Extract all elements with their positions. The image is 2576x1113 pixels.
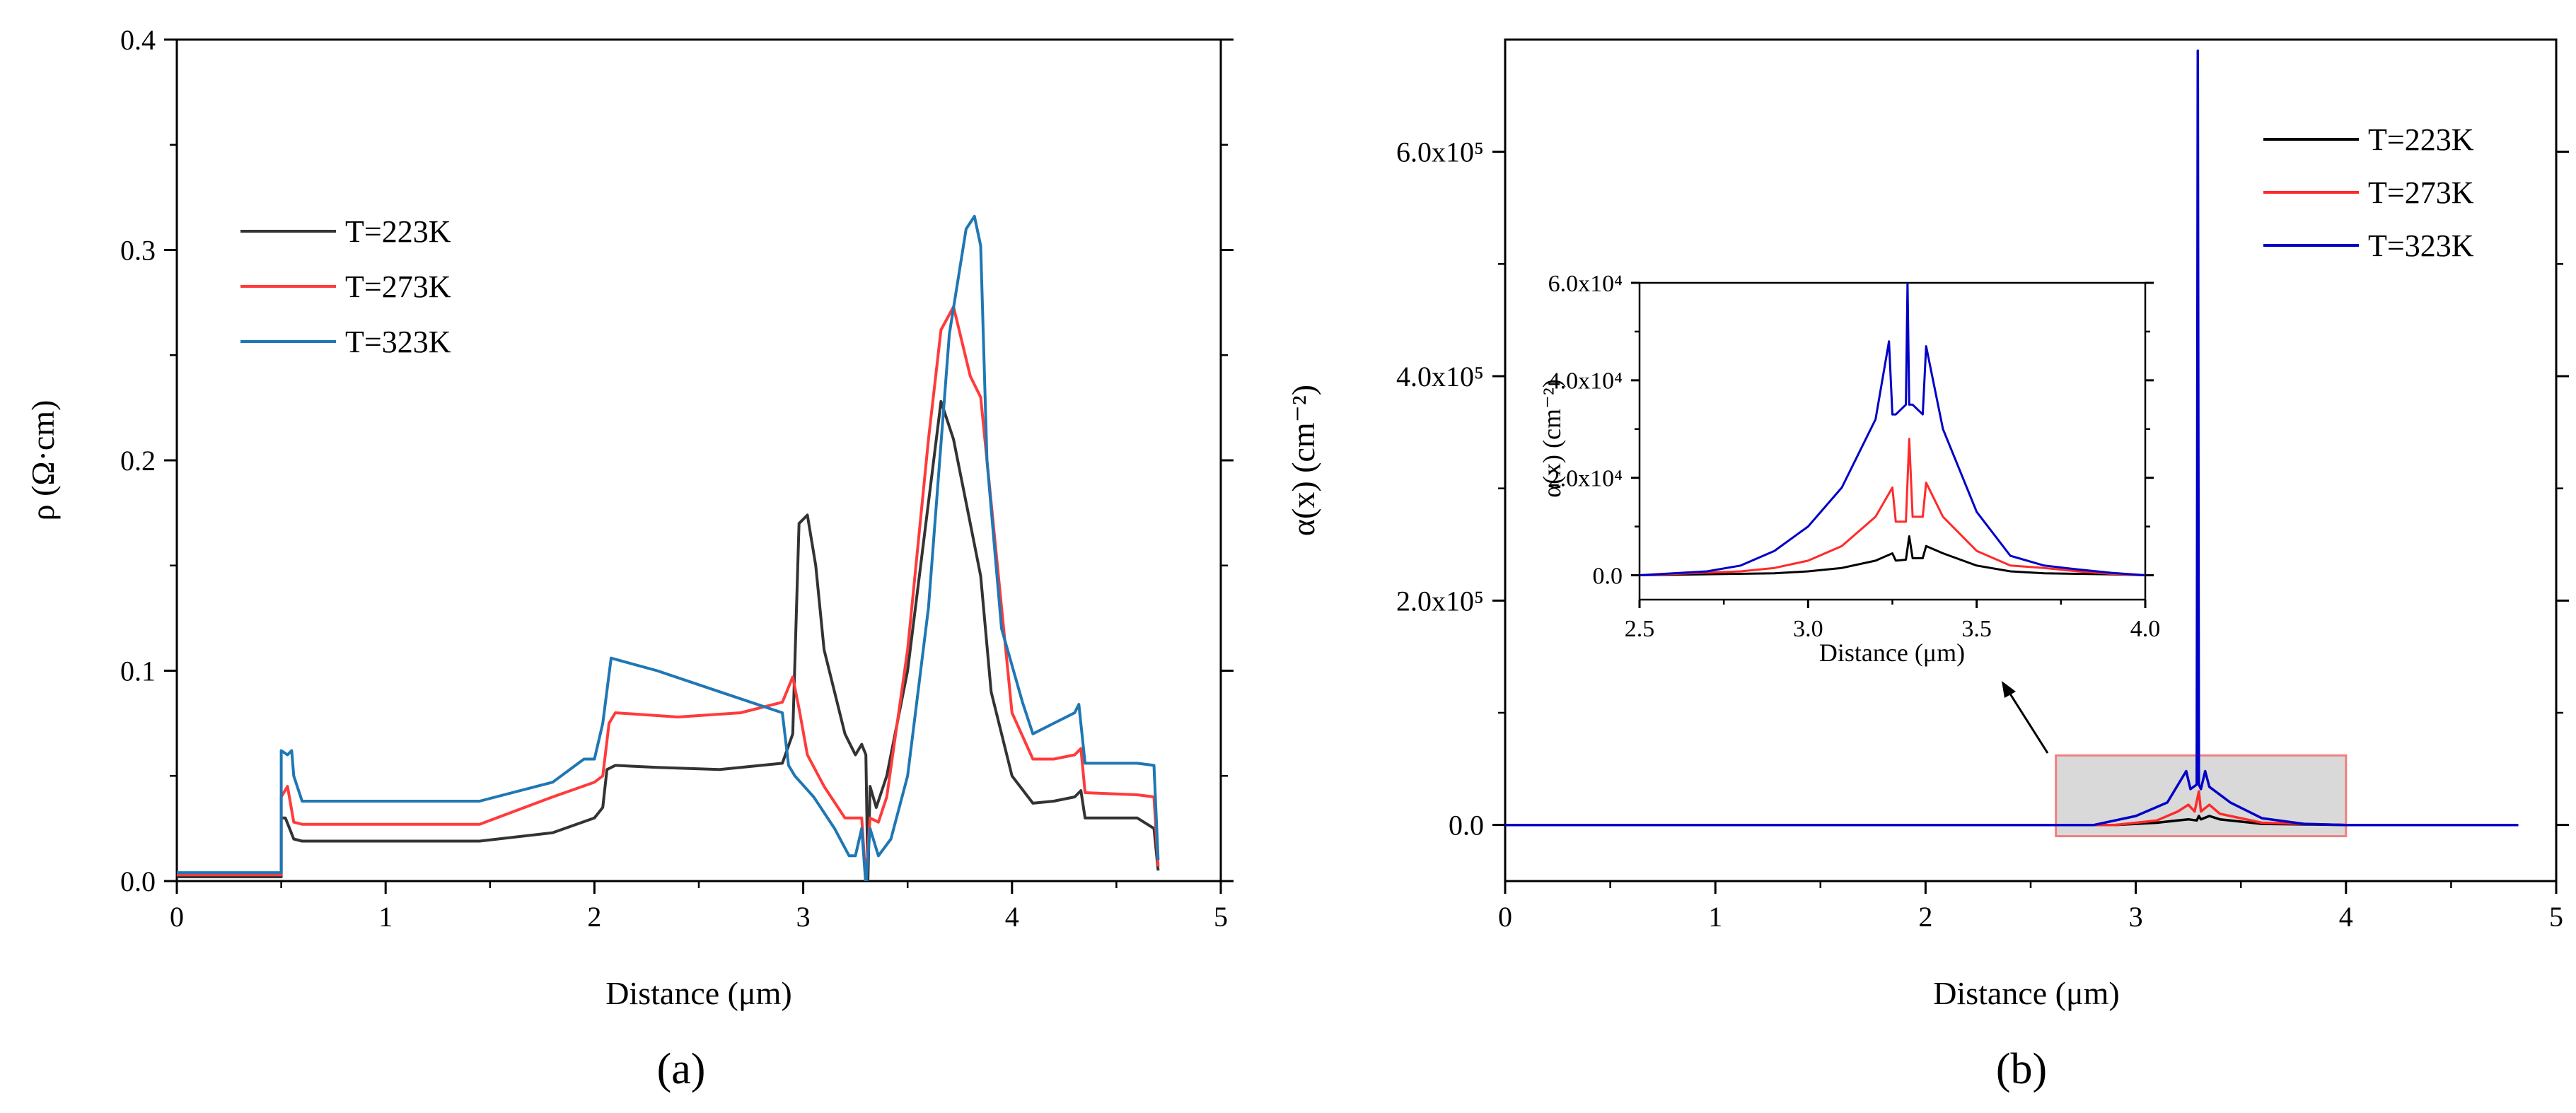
inset-y-axis-title: α(x) (cm⁻²) xyxy=(1538,379,1566,498)
inset-series-t273k xyxy=(1640,438,2145,576)
legend-b-label-323: T=323K xyxy=(2368,228,2474,263)
inset-x-tick-label: 2.5 xyxy=(1625,616,1655,642)
inset-y-tick-label: 0.0 xyxy=(1593,563,1623,589)
panel-a-x-tick-label: 1 xyxy=(378,901,393,933)
panel-a-y-tick-label: 0.0 xyxy=(120,866,156,897)
panel-a-y-tick-label: 0.2 xyxy=(120,445,156,477)
panel-b-x-tick-label: 1 xyxy=(1708,901,1722,933)
inset-plot-frame xyxy=(1638,281,2147,601)
panel-a-lines xyxy=(177,214,1160,881)
panel-b-ticks: 0 1 2 3 4 5 0.0 2.0x10⁵ 4.0x10⁵ 6.0x10⁵ xyxy=(1396,136,2569,933)
panel-b-y-tick-label: 6.0x10⁵ xyxy=(1396,136,1484,168)
panel-b-series-t273k xyxy=(1505,790,2519,827)
legend-a-label-323: T=323K xyxy=(345,325,451,359)
panel-b-lines xyxy=(1505,49,2519,827)
panel-a-series-t323k xyxy=(177,214,1160,881)
panel-b-legend: T=223K T=273K T=323K xyxy=(2263,122,2474,263)
panel-a-x-tick-label: 2 xyxy=(587,901,601,933)
panel-a-y-tick-label: 0.1 xyxy=(120,655,156,687)
legend-b-label-273: T=273K xyxy=(2368,175,2474,210)
panel-b-x-tick-label: 5 xyxy=(2549,901,2563,933)
panel-b-x-tick-label: 4 xyxy=(2339,901,2353,933)
panel-b-x-tick-label: 3 xyxy=(2129,901,2143,933)
panel-a-y-tick-label: 0.3 xyxy=(120,235,156,267)
legend-b-label-223: T=223K xyxy=(2368,122,2474,157)
panel-b-y-axis-title: α(x) (cm⁻²) xyxy=(1285,385,1321,536)
inset-x-tick-label: 3.5 xyxy=(1961,616,1992,642)
panel-a-series-t223k xyxy=(177,400,1160,881)
panel-a-x-tick-label: 3 xyxy=(796,901,811,933)
panel-b-series-t223k xyxy=(1505,815,2519,827)
panel-b-y-tick-label: 4.0x10⁵ xyxy=(1396,361,1484,392)
panel-a-x-axis-title: Distance (μm) xyxy=(605,975,792,1011)
panel-a-x-tick-label: 5 xyxy=(1214,901,1228,933)
inset-x-axis-title: Distance (μm) xyxy=(1819,639,1965,667)
legend-a-label-273: T=273K xyxy=(345,269,451,304)
panel-b-y-tick-label: 2.0x10⁵ xyxy=(1396,585,1484,617)
inset-y-tick-label: 6.0x10⁴ xyxy=(1548,271,1623,297)
panel-a-y-tick-label: 0.4 xyxy=(120,24,156,56)
panel-a-label: (a) xyxy=(657,1045,706,1093)
inset-x-tick-label: 4.0 xyxy=(2130,616,2161,642)
panel-b-x-tick-label: 2 xyxy=(1918,901,1932,933)
panel-a-plot-frame xyxy=(175,38,1222,882)
inset: 2.5 3.0 3.5 4.0 0.0 2.0x10⁴ 4.0x10⁴ 6.0x10⁴ Dis… xyxy=(1538,271,2160,667)
inset-y-tick-label: 2.0x10⁴ xyxy=(1548,466,1623,492)
panel-a: 0 1 2 3 4 5 0.0 0.1 0.2 0.3 0.4 Distance (μm) ρ (Ω… xyxy=(25,24,1234,1093)
panel-a-legend: T=223K T=273K T=323K xyxy=(240,214,451,359)
panel-a-y-axis-title: ρ (Ω·cm) xyxy=(25,400,61,521)
panel-b-x-axis-title: Distance (μm) xyxy=(1933,975,2120,1011)
panel-a-ticks: 0 1 2 3 4 5 0.0 0.1 0.2 0.3 0.4 xyxy=(120,24,1234,933)
inset-x-tick-label: 3.0 xyxy=(1793,616,1823,642)
inset-y-tick-label: 4.0x10⁴ xyxy=(1548,368,1623,395)
panel-a-x-tick-label: 4 xyxy=(1005,901,1019,933)
inset-pointer-arrowhead xyxy=(2002,681,2016,698)
inset-series-t323k xyxy=(1640,283,2145,576)
panel-b: 0 1 2 3 4 5 0.0 2.0x10⁵ 4.0x10⁵ 6.0x10⁵ Distance … xyxy=(1285,38,2569,1093)
panel-b-label: (b) xyxy=(1996,1045,2047,1093)
inset-ticks: 2.5 3.0 3.5 4.0 0.0 2.0x10⁴ 4.0x10⁴ 6.0x10⁴ xyxy=(1548,271,2161,642)
inset-pointer-arrow xyxy=(2006,689,2049,754)
panel-b-x-tick-label: 0 xyxy=(1498,901,1512,933)
panel-b-y-tick-label: 0.0 xyxy=(1449,810,1484,841)
panel-a-x-tick-label: 0 xyxy=(170,901,184,933)
panel-a-series-t273k xyxy=(177,305,1160,881)
inset-series-t223k xyxy=(1640,535,2145,576)
panel-b-series-t323k xyxy=(1505,49,2519,827)
legend-a-label-223: T=223K xyxy=(345,214,451,249)
inset-lines xyxy=(1640,283,2145,576)
